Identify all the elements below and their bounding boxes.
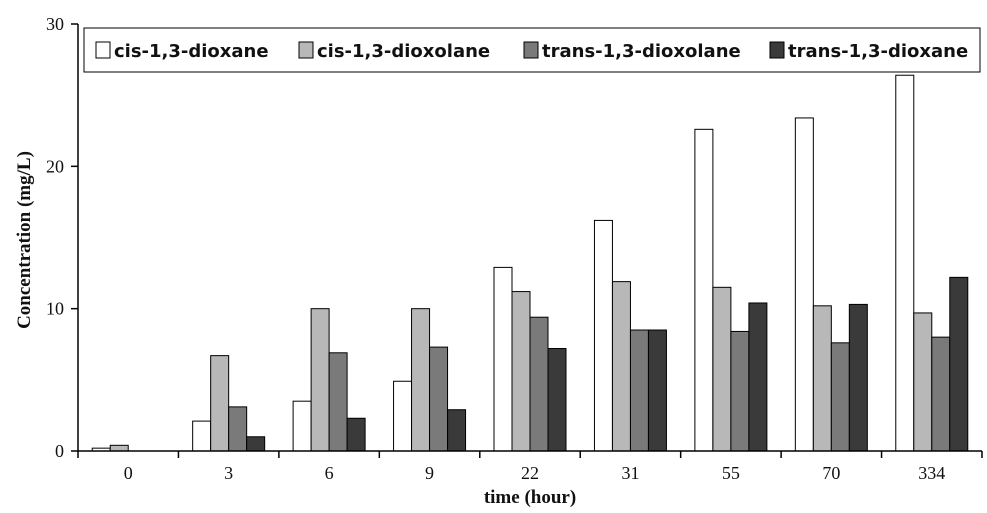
bar-trans-1-3-dioxane xyxy=(748,302,768,452)
bar-cis-1-3-dioxane xyxy=(895,74,915,452)
bar-trans-1-3-dioxolane xyxy=(629,329,649,452)
bar-cis-1-3-dioxane xyxy=(593,219,613,452)
bar-cis-1-3-dioxane xyxy=(694,128,714,452)
x-tick-label: 0 xyxy=(124,463,133,483)
bar-cis-1-3-dioxolane xyxy=(109,444,129,452)
bar-trans-1-3-dioxolane xyxy=(228,406,248,452)
y-tick-label: 30 xyxy=(46,14,64,34)
x-tick-label: 3 xyxy=(224,463,233,483)
bar-trans-1-3-dioxolane xyxy=(429,346,449,452)
bars-group xyxy=(91,74,969,452)
bar-trans-1-3-dioxane xyxy=(949,276,969,452)
bar-cis-1-3-dioxolane xyxy=(913,312,933,452)
bar-trans-1-3-dioxane xyxy=(848,303,868,452)
y-axis-title: Concentration (mg/L) xyxy=(14,151,35,329)
bar-cis-1-3-dioxolane xyxy=(611,281,631,452)
bar-trans-1-3-dioxane xyxy=(346,417,366,452)
ticks-group: 0 10 20 30 0 3 6 9 22 31 55 70 334 xyxy=(46,14,983,483)
legend-label: trans-1,3-dioxolane xyxy=(542,41,741,62)
bar-trans-1-3-dioxane xyxy=(246,436,266,452)
bar-cis-1-3-dioxane xyxy=(493,266,513,452)
axes-group xyxy=(77,24,982,452)
y-tick-label: 10 xyxy=(46,299,64,319)
bar-trans-1-3-dioxolane xyxy=(730,330,750,452)
legend-swatch xyxy=(523,41,539,59)
bar-cis-1-3-dioxolane xyxy=(511,291,531,452)
bar-trans-1-3-dioxolane xyxy=(931,336,951,452)
x-tick-label: 55 xyxy=(722,463,740,483)
bar-trans-1-3-dioxane xyxy=(547,348,567,452)
legend: cis-1,3-dioxane cis-1,3-dioxolane trans-1,… xyxy=(83,27,981,73)
bar-trans-1-3-dioxane xyxy=(447,409,467,452)
bar-trans-1-3-dioxane xyxy=(647,329,667,452)
legend-swatch xyxy=(95,41,111,59)
legend-swatch xyxy=(298,41,314,59)
bar-cis-1-3-dioxolane xyxy=(712,286,732,452)
bar-trans-1-3-dioxolane xyxy=(328,352,348,452)
bar-cis-1-3-dioxolane xyxy=(411,308,431,452)
bar-cis-1-3-dioxane xyxy=(794,117,814,452)
x-tick-label: 9 xyxy=(425,463,434,483)
x-tick-label: 31 xyxy=(621,463,639,483)
y-tick-label: 20 xyxy=(46,156,64,176)
bar-trans-1-3-dioxolane xyxy=(529,316,549,452)
bar-cis-1-3-dioxolane xyxy=(210,355,230,452)
legend-label: cis-1,3-dioxolane xyxy=(317,41,490,62)
x-tick-label: 6 xyxy=(325,463,334,483)
legend-label: cis-1,3-dioxane xyxy=(114,41,269,62)
legend-swatch xyxy=(769,41,785,59)
bar-cis-1-3-dioxane xyxy=(393,380,413,452)
legend-label: trans-1,3-dioxane xyxy=(788,41,968,62)
x-tick-label: 334 xyxy=(918,463,945,483)
bar-cis-1-3-dioxolane xyxy=(812,305,832,452)
x-tick-label: 70 xyxy=(822,463,840,483)
bar-cis-1-3-dioxane xyxy=(192,420,212,452)
x-tick-label: 22 xyxy=(521,463,539,483)
y-tick-label: 0 xyxy=(55,441,64,461)
bar-cis-1-3-dioxolane xyxy=(310,308,330,452)
x-axis-title: time (hour) xyxy=(484,487,576,508)
bar-trans-1-3-dioxolane xyxy=(830,342,850,452)
bar-cis-1-3-dioxane xyxy=(292,400,312,452)
legend-box xyxy=(83,27,981,73)
